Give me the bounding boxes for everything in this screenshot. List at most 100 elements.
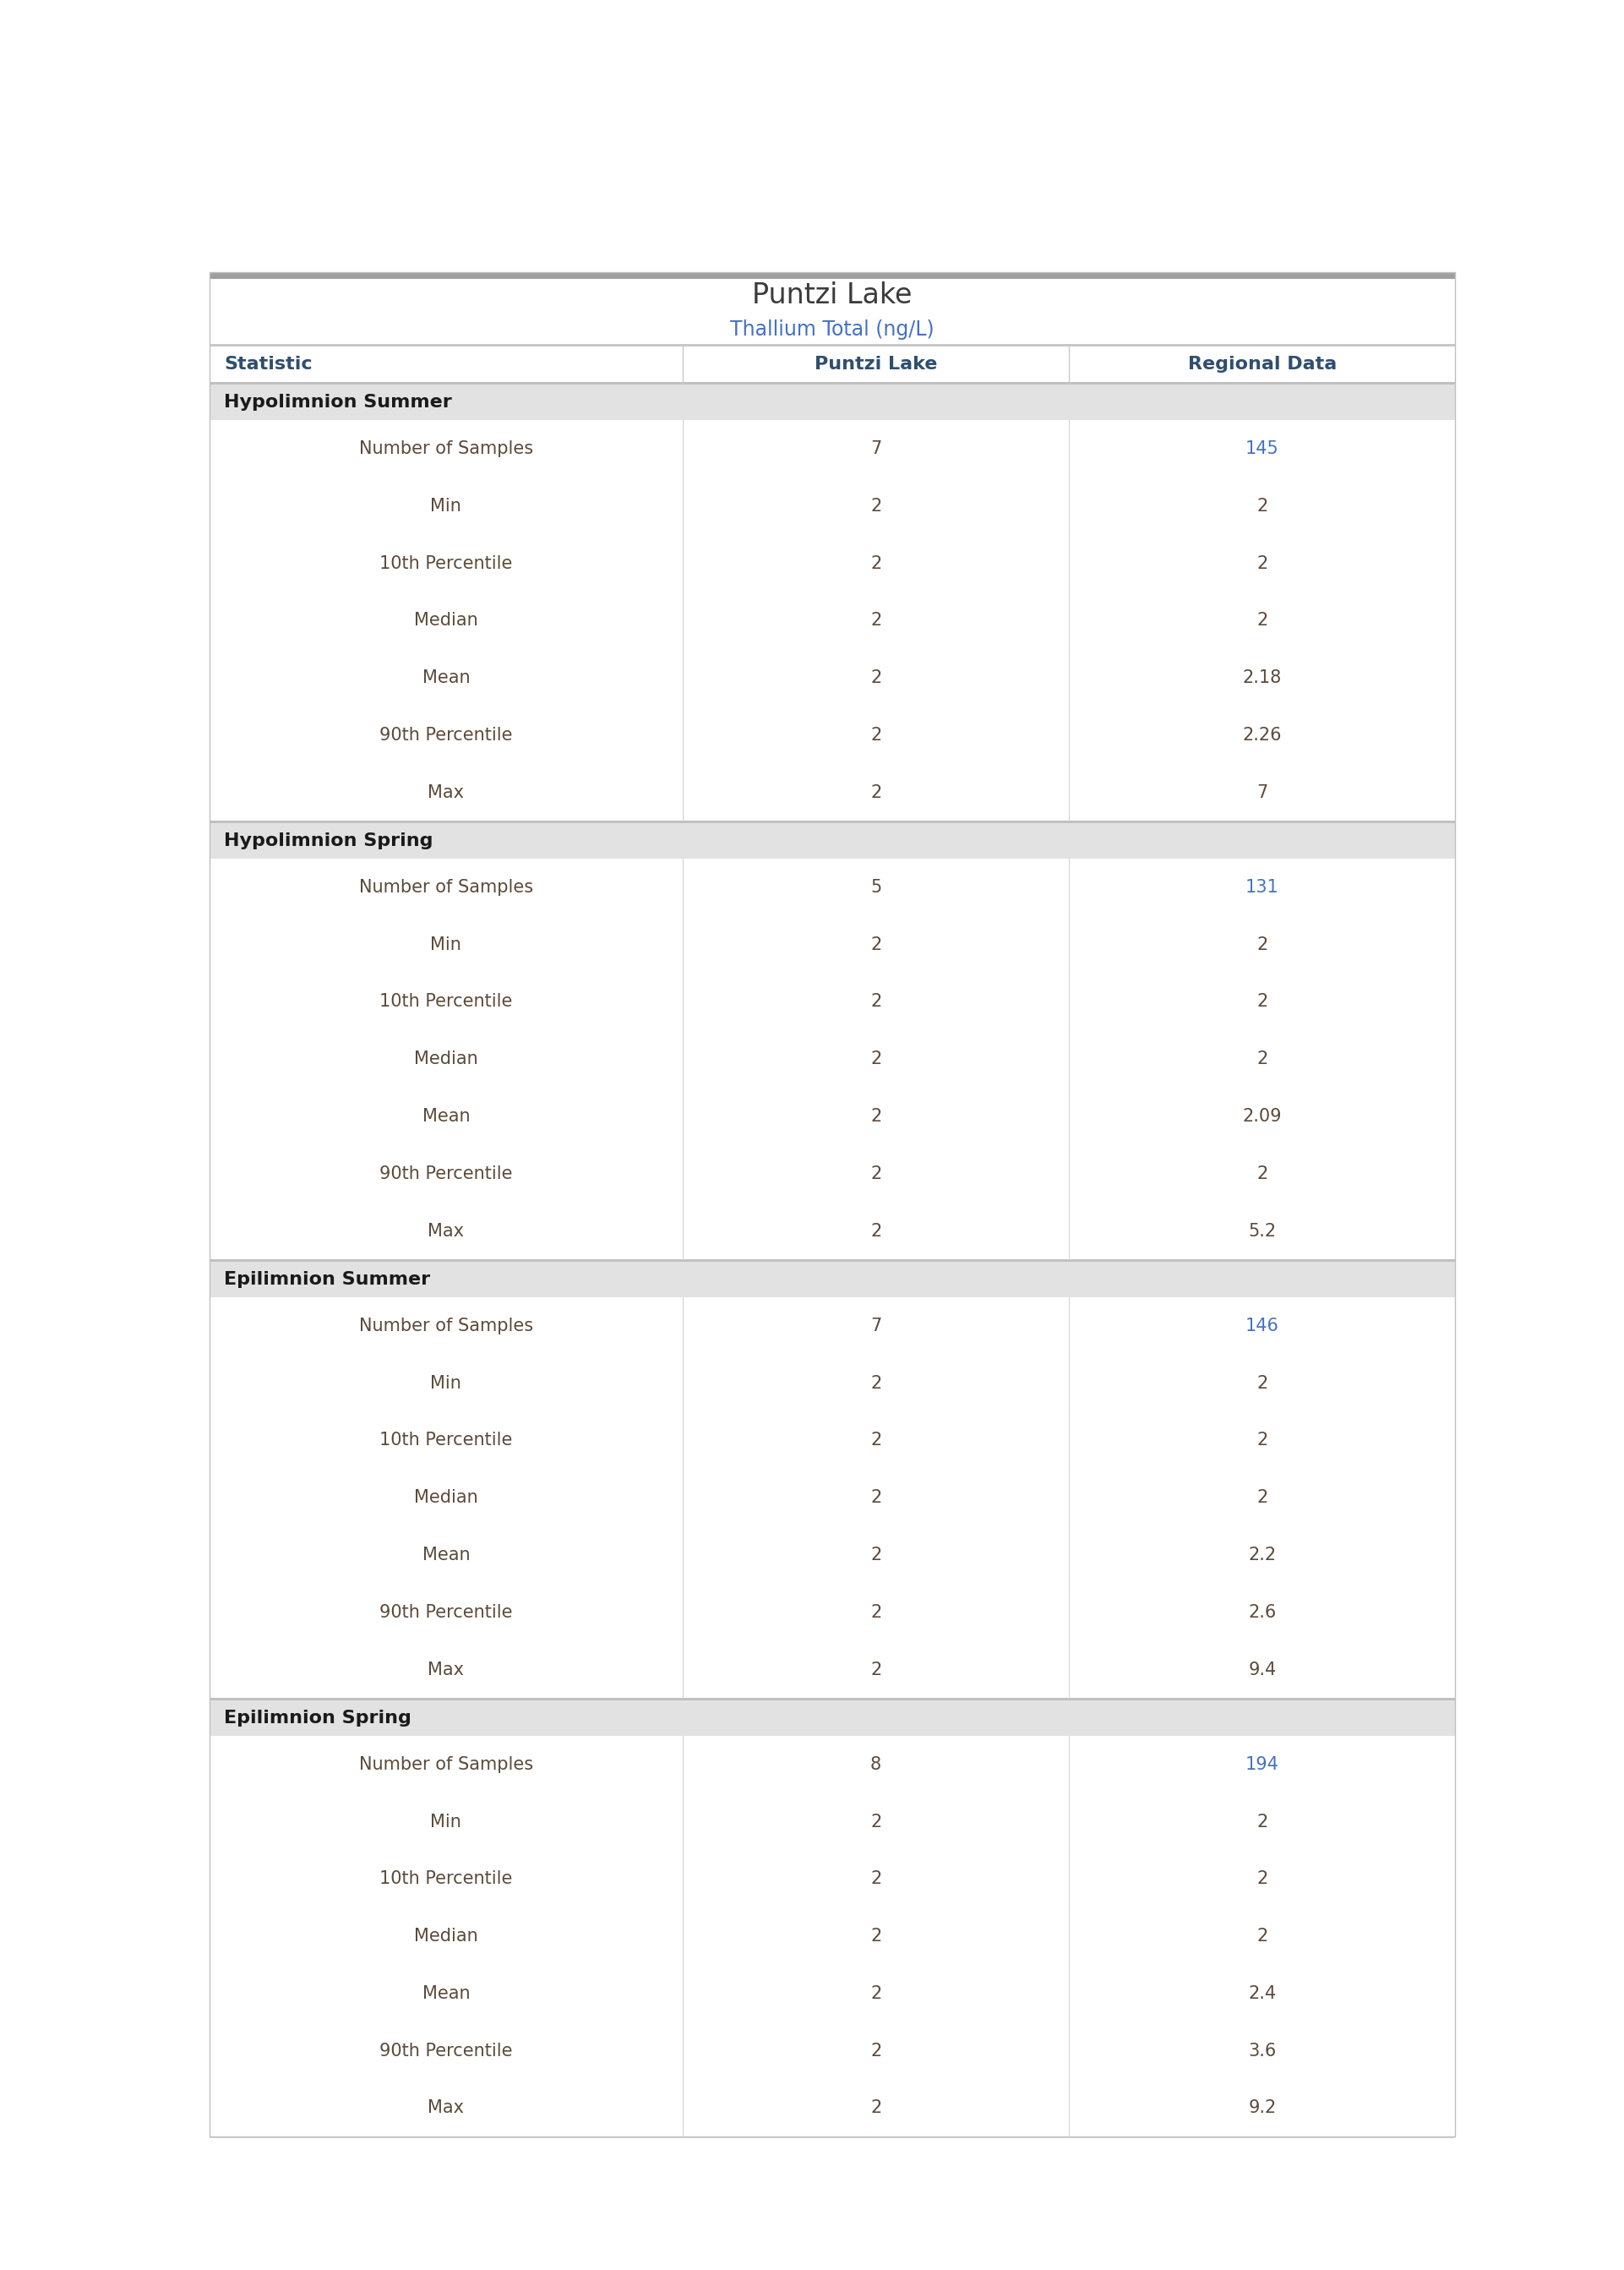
Text: Median: Median (414, 1489, 477, 1507)
Bar (209, 347, 1455, 381)
Text: 9.4: 9.4 (1249, 1662, 1276, 1678)
Text: 194: 194 (1246, 1757, 1280, 1773)
Bar (209, 1850, 1455, 1907)
Text: 5.2: 5.2 (1249, 1224, 1276, 1239)
Text: 2: 2 (1257, 1165, 1268, 1183)
Text: Mean: Mean (422, 1546, 469, 1564)
Text: Mean: Mean (422, 670, 469, 686)
Text: 90th Percentile: 90th Percentile (380, 2043, 513, 2059)
Bar (209, 536, 1455, 592)
Text: Mean: Mean (422, 1108, 469, 1126)
Text: 2: 2 (870, 1051, 882, 1067)
Text: 7: 7 (870, 440, 882, 456)
Text: 5: 5 (870, 878, 882, 897)
Text: 2.18: 2.18 (1242, 670, 1281, 686)
Text: 10th Percentile: 10th Percentile (380, 1870, 513, 1889)
Text: 145: 145 (1246, 440, 1280, 456)
Text: 2: 2 (870, 2100, 882, 2116)
Text: 2: 2 (870, 1546, 882, 1564)
Text: 2: 2 (870, 554, 882, 572)
Text: Number of Samples: Number of Samples (359, 878, 533, 897)
Text: Median: Median (414, 613, 477, 629)
Text: 2.6: 2.6 (1249, 1605, 1276, 1621)
Bar (209, 2079, 1455, 2136)
Text: Regional Data: Regional Data (1187, 356, 1337, 372)
Text: 2: 2 (1257, 1927, 1268, 1945)
Text: Number of Samples: Number of Samples (359, 1757, 533, 1773)
Text: 2: 2 (870, 1605, 882, 1621)
Bar (209, 345, 1455, 347)
Text: 90th Percentile: 90th Percentile (380, 1605, 513, 1621)
Text: 2: 2 (1257, 497, 1268, 515)
Text: Max: Max (427, 2100, 464, 2116)
Text: Min: Min (430, 497, 461, 515)
Text: Min: Min (430, 1376, 461, 1392)
Text: 10th Percentile: 10th Percentile (380, 554, 513, 572)
Bar (209, 1469, 1455, 1525)
Text: Puntzi Lake: Puntzi Lake (752, 281, 913, 309)
Bar (209, 1412, 1455, 1469)
Bar (209, 1087, 1455, 1144)
Bar (209, 649, 1455, 706)
Bar (209, 1966, 1455, 2023)
Bar (209, 1907, 1455, 1966)
Text: 2: 2 (870, 1870, 882, 1889)
Text: Max: Max (427, 1662, 464, 1678)
Bar (209, 974, 1455, 1031)
Text: 2: 2 (1257, 1814, 1268, 1830)
Bar (209, 1525, 1455, 1584)
Text: 2: 2 (1257, 1432, 1268, 1448)
Text: 2.4: 2.4 (1249, 1986, 1276, 2002)
Text: Number of Samples: Number of Samples (359, 1317, 533, 1335)
Text: 131: 131 (1246, 878, 1280, 897)
Text: 2: 2 (870, 1662, 882, 1678)
Bar (209, 272, 1455, 279)
Text: 2: 2 (870, 1224, 882, 1239)
Text: 7: 7 (870, 1317, 882, 1335)
Bar (209, 1641, 1455, 1698)
Bar (209, 420, 1455, 477)
Text: 90th Percentile: 90th Percentile (380, 726, 513, 745)
Text: 2: 2 (870, 613, 882, 629)
Text: 2.09: 2.09 (1242, 1108, 1281, 1126)
Bar (209, 1144, 1455, 1203)
Text: 2: 2 (1257, 935, 1268, 953)
Text: Thallium Total (ng/L): Thallium Total (ng/L) (731, 320, 934, 340)
Text: 2: 2 (870, 1165, 882, 1183)
Text: Median: Median (414, 1051, 477, 1067)
Text: 2: 2 (870, 1376, 882, 1392)
Bar (209, 1262, 1455, 1298)
Text: 2: 2 (1257, 1376, 1268, 1392)
Bar (209, 2023, 1455, 2079)
Text: 2: 2 (870, 994, 882, 1010)
Text: 2: 2 (1257, 1489, 1268, 1507)
Text: Epilimnion Spring: Epilimnion Spring (224, 1709, 412, 1727)
Text: 2: 2 (870, 1432, 882, 1448)
Text: Min: Min (430, 1814, 461, 1830)
Text: Mean: Mean (422, 1986, 469, 2002)
Text: Statistic: Statistic (224, 356, 313, 372)
Text: Epilimnion Summer: Epilimnion Summer (224, 1271, 430, 1287)
Text: 90th Percentile: 90th Percentile (380, 1165, 513, 1183)
Text: Number of Samples: Number of Samples (359, 440, 533, 456)
Bar (209, 824, 1455, 858)
Bar (209, 706, 1455, 763)
Bar (209, 1031, 1455, 1087)
Bar (209, 763, 1455, 822)
Text: 2: 2 (870, 726, 882, 745)
Text: 2: 2 (870, 783, 882, 801)
Text: 10th Percentile: 10th Percentile (380, 994, 513, 1010)
Text: 2: 2 (870, 1108, 882, 1126)
Text: 2.26: 2.26 (1242, 726, 1281, 745)
Text: 2: 2 (1257, 1051, 1268, 1067)
Text: Min: Min (430, 935, 461, 953)
Text: 146: 146 (1246, 1317, 1280, 1335)
Bar (209, 858, 1455, 917)
Bar (209, 1793, 1455, 1850)
Text: 7: 7 (1257, 783, 1268, 801)
Bar (209, 1584, 1455, 1641)
Text: 2: 2 (870, 935, 882, 953)
Text: Puntzi Lake: Puntzi Lake (815, 356, 937, 372)
Text: 2: 2 (1257, 613, 1268, 629)
Bar (209, 1355, 1455, 1412)
